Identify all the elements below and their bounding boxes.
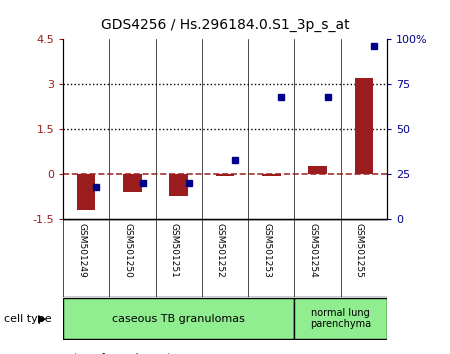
Bar (216, 175, 234, 176)
Text: cell type: cell type (4, 314, 52, 324)
Text: GSM501255: GSM501255 (355, 223, 364, 278)
Bar (170, 175, 188, 196)
Text: GSM501251: GSM501251 (170, 223, 179, 278)
Text: caseous TB granulomas: caseous TB granulomas (112, 314, 245, 324)
Text: ▶: ▶ (38, 314, 47, 324)
Text: GSM501253: GSM501253 (262, 223, 271, 278)
Bar (308, 166, 327, 175)
Text: GSM501252: GSM501252 (216, 223, 225, 278)
Bar (123, 175, 142, 192)
Text: GDS4256 / Hs.296184.0.S1_3p_s_at: GDS4256 / Hs.296184.0.S1_3p_s_at (101, 18, 349, 32)
Text: transformed count: transformed count (74, 353, 171, 354)
Bar (77, 175, 95, 210)
Bar (63, 298, 294, 339)
Bar (294, 298, 387, 339)
Text: normal lung
parenchyma: normal lung parenchyma (310, 308, 371, 330)
Text: GSM501249: GSM501249 (77, 223, 86, 278)
Bar (355, 78, 373, 175)
Text: GSM501254: GSM501254 (309, 223, 318, 278)
Bar (262, 175, 280, 176)
Text: GSM501250: GSM501250 (123, 223, 132, 278)
